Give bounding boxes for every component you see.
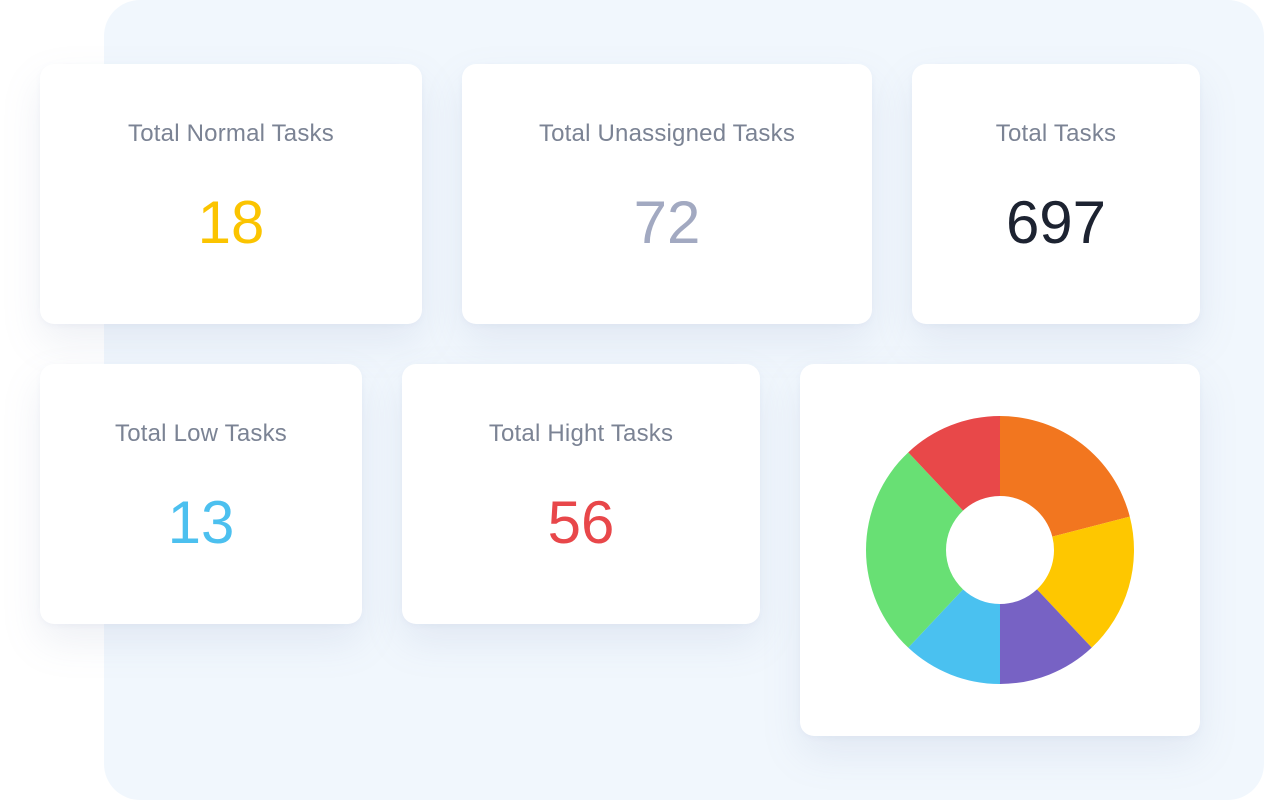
- stat-label-total-tasks: Total Tasks: [995, 120, 1117, 147]
- donut-slice-4[interactable]: [908, 589, 1000, 684]
- stat-card-low-tasks[interactable]: Total Low Tasks 13: [40, 364, 362, 624]
- stat-label-low-tasks: Total Low Tasks: [115, 420, 287, 447]
- task-distribution-chart-card[interactable]: [800, 364, 1200, 736]
- stat-card-normal-tasks[interactable]: Total Normal Tasks 18: [40, 64, 422, 324]
- stat-label-normal-tasks: Total Normal Tasks: [128, 120, 334, 147]
- stat-label-high-tasks: Total Hight Tasks: [488, 420, 674, 447]
- stat-label-unassigned-tasks: Total Unassigned Tasks: [538, 120, 796, 147]
- stat-value-unassigned-tasks: 72: [633, 189, 701, 256]
- donut-slice-1[interactable]: [1000, 416, 1130, 537]
- stat-card-total-tasks[interactable]: Total Tasks 697: [912, 64, 1200, 324]
- donut-slice-5[interactable]: [866, 452, 964, 648]
- stat-card-high-tasks[interactable]: Total Hight Tasks 56: [402, 364, 760, 624]
- donut-chart: [866, 416, 1134, 684]
- stat-value-low-tasks: 13: [167, 489, 235, 556]
- stat-card-unassigned-tasks[interactable]: Total Unassigned Tasks 72: [462, 64, 872, 324]
- stat-value-normal-tasks: 18: [197, 189, 265, 256]
- stat-value-high-tasks: 56: [547, 489, 615, 556]
- donut-slice-6[interactable]: [908, 416, 1000, 511]
- stat-value-total-tasks: 697: [1005, 189, 1107, 256]
- donut-slice-2[interactable]: [1036, 516, 1134, 648]
- donut-slice-3[interactable]: [1000, 589, 1092, 684]
